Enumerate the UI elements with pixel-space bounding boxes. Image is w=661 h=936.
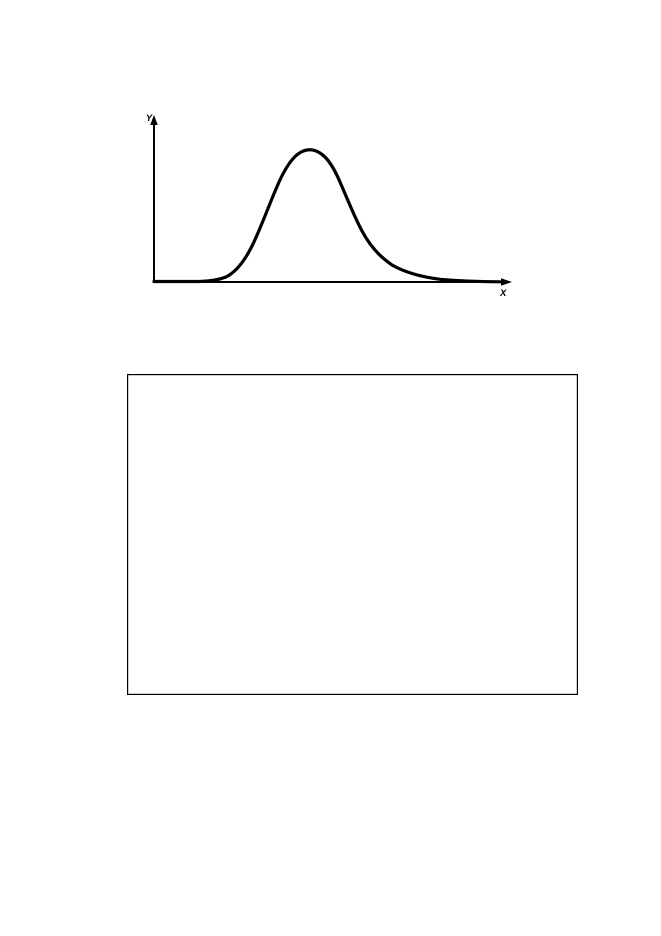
probability-plot xyxy=(126,373,579,696)
density-chart: Y X xyxy=(140,110,520,300)
plot-background xyxy=(127,374,578,695)
probability-plot-y-axis-labels xyxy=(78,374,123,695)
plot-frame xyxy=(126,373,579,696)
probability-plot-svg xyxy=(126,373,579,696)
x-axis-label: X xyxy=(499,288,507,299)
density-chart-svg: Y X xyxy=(146,113,512,299)
x-axis-arrow-icon xyxy=(501,278,512,286)
lognormal-density-curve xyxy=(152,148,502,284)
y-axis-label: Y xyxy=(146,113,153,123)
y-axis-arrow-icon xyxy=(150,115,158,125)
